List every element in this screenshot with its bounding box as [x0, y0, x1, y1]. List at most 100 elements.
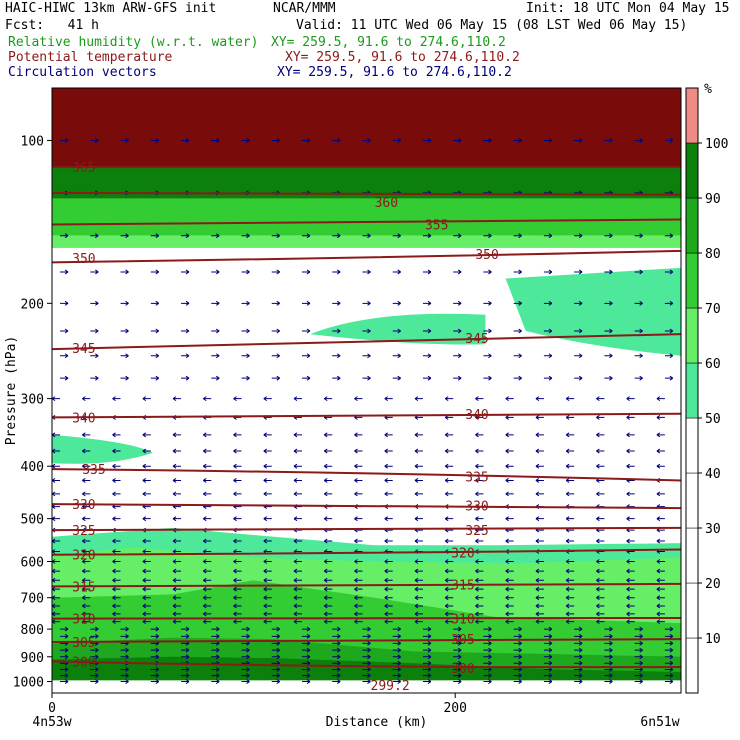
vector-arrow	[82, 491, 91, 497]
vector-arrow	[202, 577, 212, 583]
vector-arrow	[596, 396, 605, 402]
vector-arrow	[332, 138, 341, 143]
vector-arrow	[323, 478, 333, 483]
vector-arrow	[513, 328, 522, 334]
vector-arrow	[422, 138, 432, 143]
vector-arrow	[172, 559, 182, 564]
vector-arrow	[60, 673, 69, 679]
vector-arrow	[543, 328, 553, 334]
vector-arrow	[90, 654, 99, 660]
vector-arrow	[384, 396, 393, 402]
vector-arrow	[362, 633, 371, 639]
vector-arrow	[513, 660, 522, 666]
vector-arrow	[142, 478, 151, 483]
vector-arrow	[51, 448, 61, 454]
theta-label: 345	[72, 342, 95, 357]
vector-arrow	[293, 595, 302, 601]
model-title: HAIC-HIWC 13km ARW-GFS init	[5, 1, 217, 16]
vector-arrow	[354, 577, 363, 583]
vector-arrow	[596, 619, 605, 625]
vector-arrow	[323, 396, 333, 402]
vector-arrow	[112, 586, 121, 592]
vector-arrow	[634, 328, 643, 334]
vector-arrow	[301, 667, 311, 672]
vector-arrow	[60, 626, 69, 632]
vector-arrow	[565, 414, 575, 420]
vector-arrow	[332, 375, 341, 381]
vector-arrow	[565, 586, 575, 592]
vector-arrow	[453, 328, 462, 334]
colorbar-frame	[685, 87, 699, 694]
vector-arrow	[211, 673, 220, 679]
vector-arrow	[354, 619, 363, 625]
vector-arrow	[543, 633, 553, 639]
vector-arrow	[233, 559, 242, 564]
vector-arrow	[60, 269, 69, 275]
vector-arrow	[323, 448, 333, 454]
vector-arrow	[596, 491, 605, 497]
vector-arrow	[293, 491, 302, 497]
vector-arrow	[392, 626, 401, 632]
vector-arrow	[444, 619, 454, 625]
theta-line	[51, 468, 682, 482]
vector-arrow	[51, 516, 61, 522]
vector-arrow	[565, 432, 575, 438]
vector-arrow	[150, 673, 160, 679]
vector-arrow	[634, 660, 643, 666]
vector-arrow	[172, 619, 182, 625]
vector-arrow	[414, 448, 423, 454]
vector-arrow	[535, 516, 544, 522]
vector-arrow	[475, 577, 484, 583]
vector-arrow	[664, 233, 674, 239]
vector-arrow	[233, 577, 242, 583]
vector-arrow	[233, 463, 242, 469]
colorbar-segment	[685, 527, 699, 584]
theta-label: 340	[465, 408, 488, 423]
vector-arrow	[263, 463, 272, 469]
vector-arrow	[543, 233, 553, 239]
vector-arrow	[535, 538, 544, 544]
vector-arrow	[505, 586, 514, 592]
vector-arrow	[241, 269, 250, 275]
vector-arrow	[422, 626, 432, 632]
vector-arrow	[604, 633, 613, 639]
vector-arrow	[120, 667, 129, 672]
vector-arrow	[332, 647, 341, 653]
theta-label: 315	[451, 579, 474, 594]
theta-line	[51, 412, 682, 419]
vector-arrow	[172, 611, 182, 617]
vector-arrow	[513, 647, 522, 653]
vector-arrow	[241, 353, 250, 359]
vector-arrow	[82, 559, 91, 564]
vector-arrow	[323, 516, 333, 522]
right-endpoint-label: 6n51w	[640, 715, 679, 730]
vector-arrow	[202, 478, 212, 483]
theta-label: 330	[72, 498, 95, 513]
vector-arrow	[362, 138, 371, 143]
vector-arrow	[574, 138, 583, 143]
vector-arrow	[422, 633, 432, 639]
vector-arrow	[664, 654, 674, 660]
vector-arrow	[513, 679, 522, 684]
vector-arrow	[233, 595, 242, 601]
vector-arrow	[233, 491, 242, 497]
vector-arrow	[422, 673, 432, 679]
vector-arrow	[181, 328, 190, 334]
vector-arrow	[181, 673, 190, 679]
vector-arrow	[241, 138, 250, 143]
vector-arrow	[51, 396, 61, 402]
field-rh-label: Relative humidity (w.r.t. water)	[8, 35, 259, 50]
vector-arrow	[505, 619, 514, 625]
vector-arrow	[664, 269, 674, 275]
vector-arrow	[444, 516, 454, 522]
theta-label: 350	[475, 248, 498, 263]
vector-arrow	[354, 586, 363, 592]
vector-arrow	[142, 538, 151, 544]
vector-arrow	[202, 448, 212, 454]
vector-arrow	[634, 647, 643, 653]
vector-arrow	[453, 679, 462, 684]
vector-arrow	[513, 269, 522, 275]
vector-arrow	[323, 491, 333, 497]
vector-arrow	[483, 660, 492, 666]
theta-label: 330	[465, 500, 488, 515]
